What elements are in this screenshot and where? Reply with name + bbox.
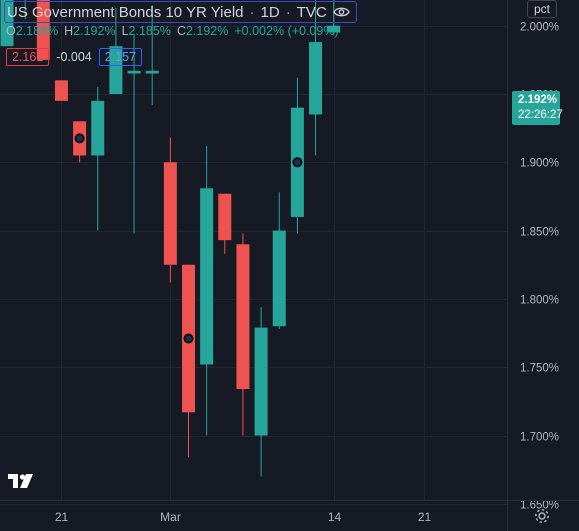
bar-countdown: 22:26:27: [518, 109, 563, 121]
y-tick-label: 1.800%: [520, 295, 559, 307]
close-label: C: [176, 24, 186, 38]
indicator-left-value[interactable]: 2.161: [6, 48, 50, 66]
candle-body[interactable]: [91, 100, 105, 156]
candle-body[interactable]: [272, 230, 286, 327]
x-tick-label: 21: [55, 510, 69, 524]
candle-body[interactable]: [327, 25, 341, 33]
candle-body[interactable]: [54, 80, 68, 101]
x-tick-label: 21: [418, 510, 432, 524]
y-tick-label: 1.700%: [520, 432, 559, 444]
close-value: 2.192%: [185, 24, 229, 38]
interval-label[interactable]: 1D: [260, 3, 280, 21]
open-value: 2.188%: [15, 24, 59, 38]
grid-layer: [0, 0, 507, 505]
y-tick-label: 1.850%: [520, 227, 559, 239]
event-marker[interactable]: [292, 157, 303, 168]
interval-separator: ·: [285, 3, 291, 21]
x-tick-label: 14: [328, 510, 342, 524]
percent-scale-button[interactable]: pct: [527, 0, 557, 18]
source-label: TVC: [296, 3, 327, 21]
open-label: O: [6, 24, 16, 38]
candle-body[interactable]: [145, 70, 159, 74]
candle-body[interactable]: [127, 70, 141, 74]
candle-body[interactable]: [218, 193, 232, 241]
x-tick-label: Mar: [160, 510, 181, 524]
candle-body[interactable]: [309, 42, 323, 115]
y-tick-label: 1.900%: [520, 158, 559, 170]
candle-body[interactable]: [200, 188, 214, 365]
candle-body[interactable]: [0, 0, 14, 47]
event-marker[interactable]: [183, 333, 194, 344]
eye-icon[interactable]: [332, 4, 350, 21]
y-tick-label: 1.650%: [520, 500, 559, 512]
high-label: H: [64, 24, 74, 38]
candle-body[interactable]: [254, 327, 268, 436]
event-marker[interactable]: [74, 133, 85, 144]
candle-body[interactable]: [36, 0, 50, 60]
indicator-right-value[interactable]: 2.157: [98, 48, 143, 66]
change-value: +0.002% (+0.09%): [234, 24, 339, 38]
low-value: 2.185%: [128, 24, 171, 38]
gear-icon[interactable]: [533, 507, 551, 525]
last-price-tag: 2.192% 22:26:27: [512, 91, 563, 125]
ohlc-values: O2.188% H2.192% L2.185% C2.192% +0.002% …: [6, 24, 339, 38]
candle-body[interactable]: [236, 244, 250, 390]
candle-layer[interactable]: [0, 0, 395, 477]
y-tick-label: 1.750%: [520, 363, 559, 375]
low-label: L: [121, 24, 129, 38]
candle-body[interactable]: [163, 162, 177, 265]
overlay-layer: [74, 133, 303, 344]
candle-body[interactable]: [109, 46, 123, 94]
symbol-box[interactable]: US Government Bonds 10 YR Yield · 1D · T…: [4, 1, 357, 23]
symbol-title[interactable]: US Government Bonds 10 YR Yield: [7, 3, 244, 21]
high-value: 2.192%: [73, 24, 116, 38]
y-tick-label: 2.000%: [520, 22, 559, 34]
legend-header: US Government Bonds 10 YR Yield · 1D · T…: [4, 1, 357, 23]
last-price-value: 2.192%: [518, 94, 558, 106]
indicator-values: 2.161 -0.004 2.157: [6, 48, 143, 66]
indicator-middle-value: -0.004: [56, 50, 92, 64]
title-separator: ·: [249, 3, 255, 21]
tradingview-logo[interactable]: [6, 467, 36, 495]
